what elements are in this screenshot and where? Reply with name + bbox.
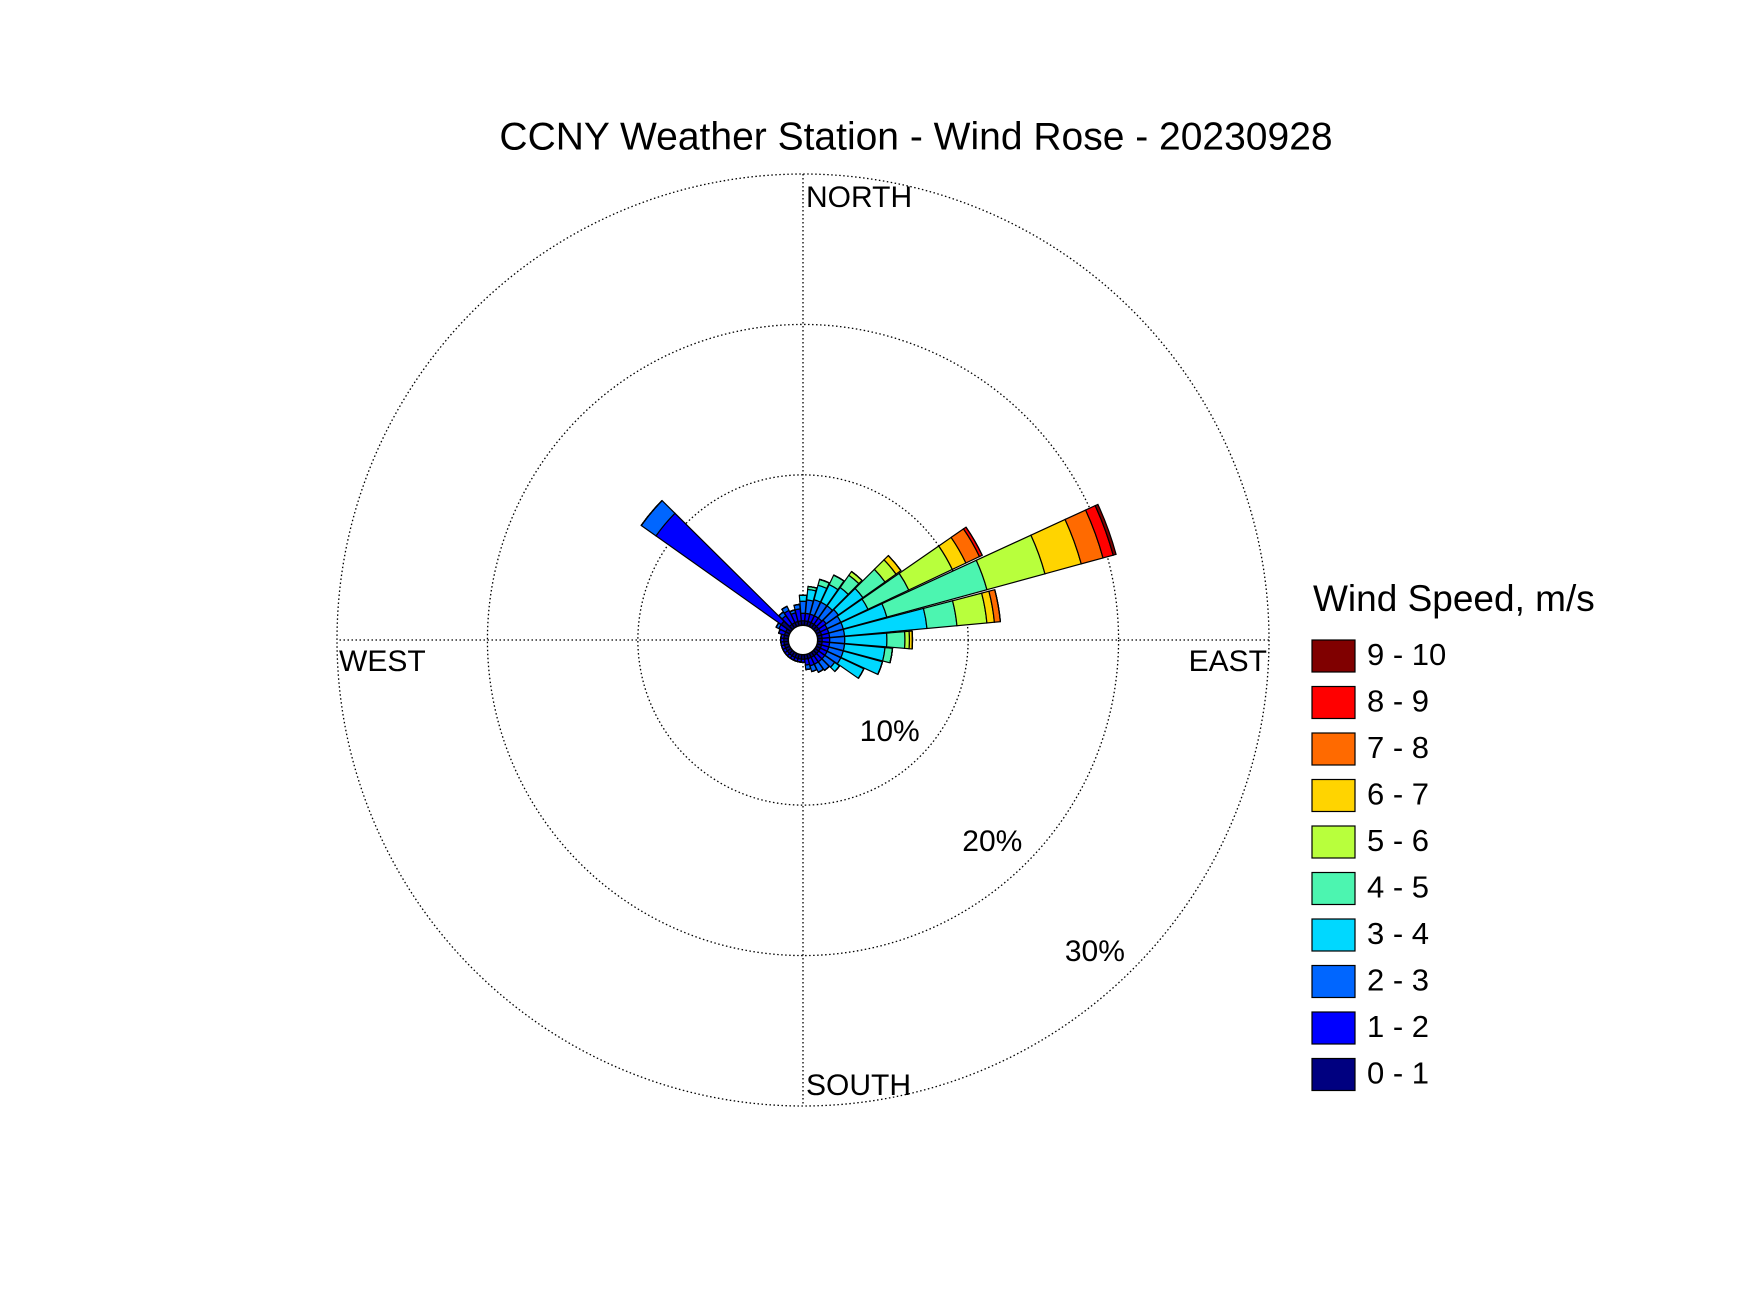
legend-swatch xyxy=(1311,871,1356,906)
wedge xyxy=(780,641,783,646)
wedge xyxy=(877,661,884,675)
legend-label: 3 - 4 xyxy=(1367,916,1429,951)
wedge xyxy=(818,668,824,673)
legend-swatch xyxy=(1311,639,1356,673)
wedge xyxy=(887,555,902,572)
legend-swatch xyxy=(1311,825,1356,859)
legend-label: 1 - 2 xyxy=(1367,1009,1429,1044)
legend-title: Wind Speed, m/s xyxy=(1313,578,1595,619)
wedge xyxy=(780,634,783,639)
legend-label: 8 - 9 xyxy=(1367,684,1429,719)
grid-ring xyxy=(336,173,1270,1107)
legend-swatch xyxy=(1311,685,1356,720)
grid-ring xyxy=(486,323,1120,957)
wedge xyxy=(655,512,785,626)
wedge xyxy=(819,578,830,584)
r-tick-label: 10% xyxy=(860,715,920,748)
wedge xyxy=(798,594,808,603)
legend-swatch xyxy=(1311,732,1356,766)
center-hole xyxy=(787,624,819,656)
legend-label: 2 - 3 xyxy=(1367,963,1429,998)
legend-label: 7 - 8 xyxy=(1367,730,1429,765)
wedge xyxy=(851,571,863,581)
chart-title: CCNY Weather Station - Wind Rose - 20230… xyxy=(499,115,1332,158)
wedge xyxy=(1094,503,1117,556)
wedge xyxy=(889,648,894,663)
r-tick-label: 20% xyxy=(962,825,1022,858)
legend-swatch xyxy=(1311,1057,1356,1092)
legend-swatch xyxy=(1311,1011,1356,1045)
wedge xyxy=(824,666,830,671)
legend-swatch xyxy=(1311,964,1356,999)
grid-ring xyxy=(637,474,969,806)
legend-label: 4 - 5 xyxy=(1367,870,1429,905)
direction-label: SOUTH xyxy=(806,1069,911,1102)
legend-label: 6 - 7 xyxy=(1367,777,1429,812)
wedge xyxy=(857,668,865,679)
legend-label: 9 - 10 xyxy=(1367,637,1446,672)
direction-label: NORTH xyxy=(806,181,912,214)
wedge xyxy=(797,660,802,663)
legend-swatch xyxy=(1311,778,1356,813)
wedge xyxy=(965,526,983,556)
wedge xyxy=(885,630,906,650)
wedge xyxy=(640,500,663,526)
direction-label: EAST xyxy=(1189,645,1267,678)
r-tick-label: 30% xyxy=(1065,935,1125,968)
legend-swatch xyxy=(1311,918,1356,952)
legend-label: 0 - 1 xyxy=(1367,1056,1429,1091)
legend-label: 5 - 6 xyxy=(1367,823,1429,858)
direction-label: WEST xyxy=(339,645,426,678)
